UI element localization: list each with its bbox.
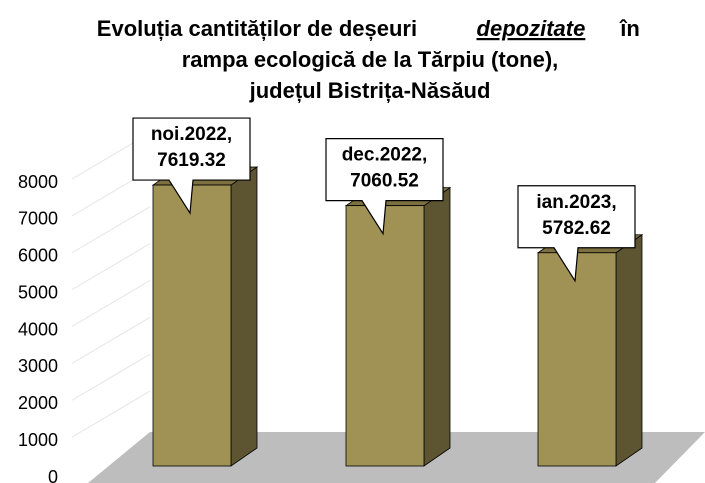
bar-side xyxy=(615,234,643,467)
data-label-category: dec.2022, xyxy=(342,145,428,166)
grid-line xyxy=(71,316,151,364)
chart-title: rampa ecologică de la Tărpiu (tone), xyxy=(182,47,559,72)
y-tick-label: 8000 xyxy=(18,172,58,192)
bar-side xyxy=(230,166,258,467)
data-label: 7619.32 xyxy=(157,150,226,171)
grid-line xyxy=(71,280,151,327)
grid-line xyxy=(71,206,151,254)
title-emphasis: depozitate xyxy=(477,16,586,41)
data-label-category: noi.2022, xyxy=(151,124,232,145)
y-tick-label: 7000 xyxy=(18,209,58,229)
grid-line xyxy=(71,243,151,291)
y-tick-label: 0 xyxy=(48,467,58,483)
chart-title: Evoluția cantităților de deșeuri depozit… xyxy=(97,16,640,41)
y-tick-label: 1000 xyxy=(18,430,58,450)
data-label: 7060.52 xyxy=(350,171,419,192)
bar-side xyxy=(423,186,451,467)
callout xyxy=(132,117,251,215)
bar-front xyxy=(152,184,232,467)
bar xyxy=(344,186,452,467)
bar xyxy=(536,234,644,467)
grid-line xyxy=(71,353,151,401)
y-tick-label: 6000 xyxy=(18,246,58,266)
data-label: 5782.62 xyxy=(542,218,611,239)
y-tick-label: 3000 xyxy=(18,356,58,376)
bar-front xyxy=(345,205,425,467)
bar xyxy=(151,166,259,467)
title-part: în xyxy=(619,16,640,41)
grid-line xyxy=(71,390,151,438)
y-tick-label: 4000 xyxy=(18,319,58,339)
chart-title: județul Bistrița-Năsăud xyxy=(249,78,491,103)
data-label-category: ian.2023, xyxy=(536,192,616,213)
title-part: Evoluția cantităților de deșeuri xyxy=(97,16,417,41)
y-tick-label: 5000 xyxy=(18,282,58,302)
callout xyxy=(517,185,636,283)
bar-front xyxy=(537,252,617,467)
callout xyxy=(325,138,444,236)
y-tick-label: 2000 xyxy=(18,393,58,413)
